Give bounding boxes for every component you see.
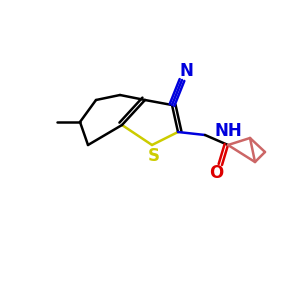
Text: O: O [209,164,223,182]
Text: N: N [179,62,193,80]
Text: NH: NH [215,122,243,140]
Text: S: S [148,147,160,165]
